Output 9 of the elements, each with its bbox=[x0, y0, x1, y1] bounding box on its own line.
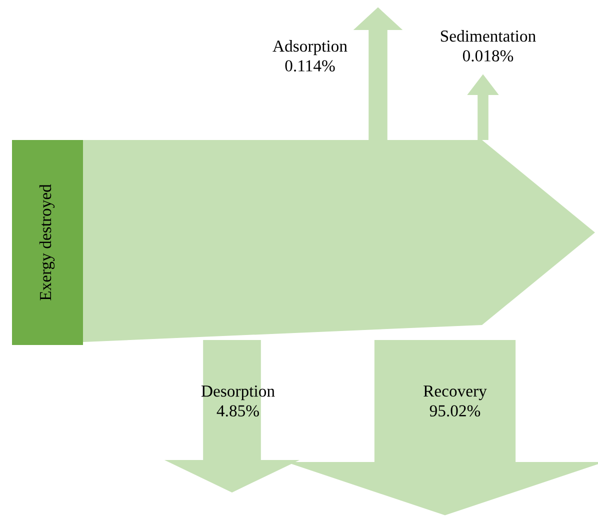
data-label: 4.85% bbox=[216, 405, 259, 417]
data-label: 0.018% bbox=[462, 50, 514, 62]
data-label: 0.114% bbox=[285, 60, 335, 72]
category-label: Sedimentation bbox=[440, 30, 536, 42]
category-label: Adsorption bbox=[272, 40, 348, 56]
data-label: 95.02% bbox=[430, 405, 480, 417]
text: Exergy destroyed bbox=[39, 184, 55, 300]
category-label: Recovery bbox=[424, 386, 487, 400]
category-label: Desorption bbox=[201, 386, 275, 400]
